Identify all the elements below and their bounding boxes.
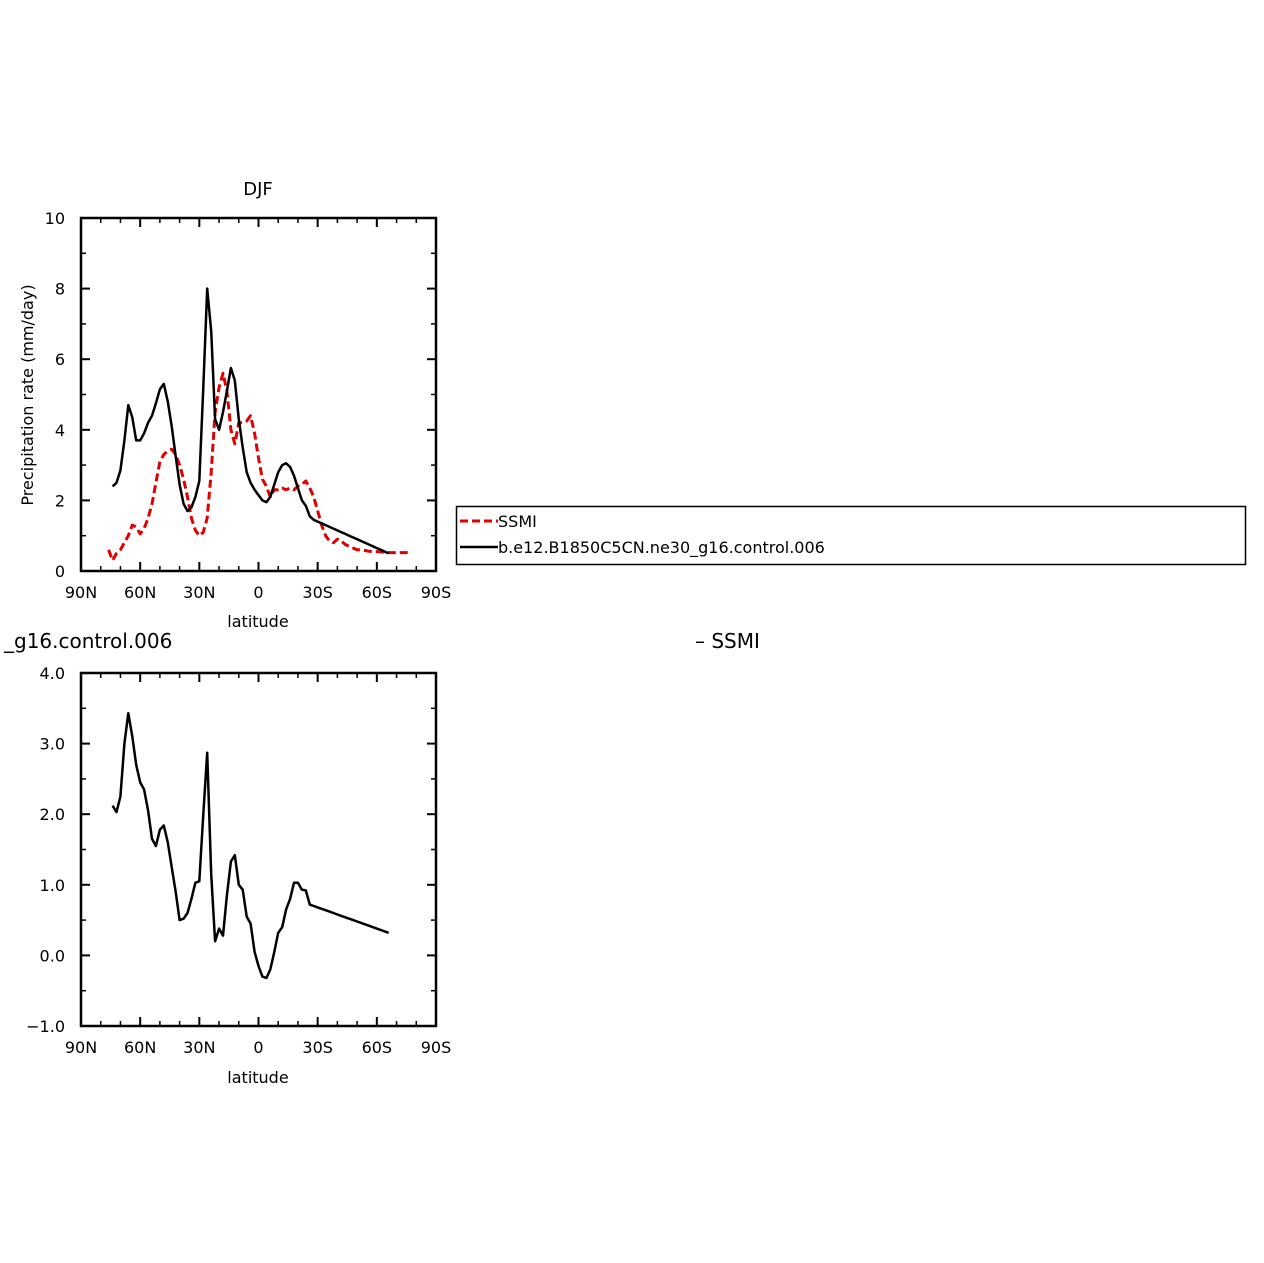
chart-title-left: _g16.control.006 <box>3 629 172 653</box>
plot-area: 90N 60N 30N 0 30S 60S 90S 0 2 4 6 8 10 <box>45 209 452 602</box>
x-tick-label: 60S <box>362 1038 393 1057</box>
x-tick-label: 30S <box>302 583 333 602</box>
plot-frame <box>79 216 438 573</box>
x-tick-label: 60N <box>124 1038 156 1057</box>
y-tick-label: 6 <box>55 350 65 369</box>
y-tick-label: 1.0 <box>40 876 65 895</box>
legend-label-ssmi: SSMI <box>498 512 537 531</box>
x-tick-label: 30N <box>183 1038 215 1057</box>
x-tick-label: 30N <box>183 583 215 602</box>
x-tick-label: 0 <box>253 1038 263 1057</box>
series-line-1-0 <box>111 711 390 980</box>
legend-box <box>455 505 1247 566</box>
y-tick-label: 4 <box>55 421 65 440</box>
y-tick-label: 4.0 <box>40 664 65 683</box>
y-axis-label: Precipitation rate (mm/day) <box>0 739 18 960</box>
y-tick-label: 10 <box>45 209 65 228</box>
legend: SSMI b.e12.B1850C5CN.ne30_g16.control.00… <box>455 505 1247 566</box>
x-tick-label: 90N <box>65 583 97 602</box>
y-tick-label: 0.0 <box>40 946 65 965</box>
legend-label-model: b.e12.B1850C5CN.ne30_g16.control.006 <box>498 538 825 558</box>
x-tick-label: 60S <box>362 583 393 602</box>
x-axis-label: latitude <box>227 1068 288 1087</box>
y-tick-label: 2 <box>55 491 65 510</box>
panel-top: DJF Precipitation rate (mm/day) latitude… <box>18 179 451 631</box>
x-tick-label: 60N <box>124 583 156 602</box>
panel-bottom: _g16.control.006 – SSMI Precipitation ra… <box>0 629 760 1087</box>
series-line-0-1 <box>111 287 390 555</box>
chart-title-right: – SSMI <box>695 629 760 653</box>
plot-area: 90N 60N 30N 0 30S 60S 90S −1.0 0.0 1.0 2.0 3.0 4.0 <box>26 664 451 1057</box>
x-tick-label: 90S <box>421 583 452 602</box>
y-tick-label: −1.0 <box>26 1017 65 1036</box>
x-tick-label: 30S <box>302 1038 333 1057</box>
x-tick-label: 0 <box>253 583 263 602</box>
y-axis-label: Precipitation rate (mm/day) <box>18 284 37 505</box>
chart-title: DJF <box>243 179 273 200</box>
plot-frame <box>79 671 438 1028</box>
x-tick-label: 90S <box>421 1038 452 1057</box>
series-line-0-0 <box>107 371 409 562</box>
x-axis-label: latitude <box>227 612 288 631</box>
y-tick-label: 8 <box>55 280 65 299</box>
x-tick-label: 90N <box>65 1038 97 1057</box>
y-tick-label: 0 <box>55 562 65 581</box>
y-tick-label: 3.0 <box>40 735 65 754</box>
y-tick-label: 2.0 <box>40 805 65 824</box>
